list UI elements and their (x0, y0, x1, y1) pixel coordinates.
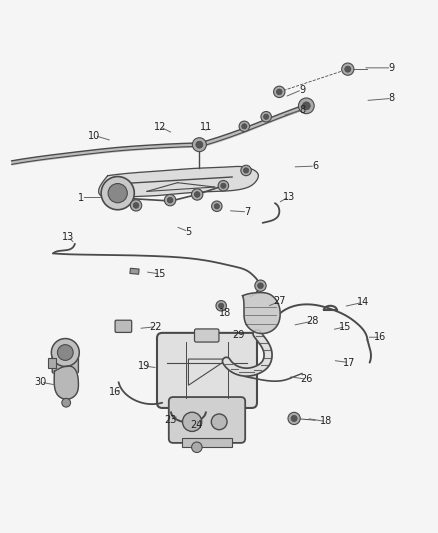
Text: 15: 15 (154, 269, 166, 279)
Circle shape (274, 86, 285, 98)
Circle shape (218, 181, 229, 191)
Circle shape (212, 201, 222, 212)
Circle shape (191, 442, 202, 453)
Text: 5: 5 (185, 227, 191, 237)
FancyBboxPatch shape (52, 352, 78, 374)
Circle shape (219, 303, 224, 309)
Text: 6: 6 (312, 161, 318, 171)
Text: 23: 23 (164, 415, 176, 425)
Text: 8: 8 (389, 93, 395, 103)
Bar (130, 268, 139, 274)
Text: 14: 14 (357, 297, 369, 308)
Text: 13: 13 (283, 192, 295, 201)
Text: 15: 15 (339, 322, 352, 332)
Text: 1: 1 (78, 192, 85, 203)
Circle shape (51, 338, 79, 367)
Text: 12: 12 (154, 122, 166, 132)
Text: 9: 9 (299, 85, 305, 95)
Polygon shape (54, 366, 78, 399)
Circle shape (108, 183, 127, 203)
Text: 30: 30 (35, 377, 47, 387)
Circle shape (192, 138, 206, 152)
Circle shape (261, 111, 272, 122)
Polygon shape (243, 293, 280, 334)
Text: 13: 13 (62, 232, 74, 242)
Bar (182, 438, 232, 447)
Circle shape (62, 398, 71, 407)
Circle shape (342, 63, 354, 75)
FancyBboxPatch shape (115, 320, 132, 333)
FancyBboxPatch shape (169, 397, 245, 443)
Circle shape (101, 176, 134, 210)
Text: 10: 10 (88, 131, 101, 141)
Circle shape (221, 183, 226, 188)
Circle shape (133, 203, 139, 208)
Circle shape (255, 280, 266, 292)
Text: 8: 8 (299, 105, 305, 115)
Circle shape (302, 102, 310, 110)
FancyBboxPatch shape (194, 329, 219, 342)
Circle shape (131, 200, 142, 211)
Circle shape (298, 98, 314, 114)
Circle shape (276, 89, 282, 95)
Circle shape (288, 413, 300, 425)
Circle shape (57, 345, 73, 360)
Circle shape (211, 414, 227, 430)
Text: 19: 19 (138, 361, 150, 371)
Circle shape (345, 66, 351, 72)
Text: 24: 24 (190, 419, 202, 430)
Circle shape (214, 204, 219, 209)
Circle shape (194, 192, 200, 197)
Circle shape (244, 168, 249, 173)
Text: 27: 27 (273, 296, 286, 306)
Text: 9: 9 (389, 63, 395, 73)
Circle shape (242, 124, 247, 129)
Text: 29: 29 (233, 330, 245, 341)
Circle shape (183, 412, 202, 431)
Text: 26: 26 (300, 374, 312, 384)
Text: 17: 17 (343, 358, 355, 368)
Circle shape (291, 415, 297, 422)
Text: 16: 16 (374, 332, 387, 342)
Circle shape (239, 121, 250, 132)
Circle shape (164, 195, 176, 206)
Text: 16: 16 (109, 387, 121, 397)
Circle shape (167, 197, 173, 203)
Circle shape (241, 165, 251, 176)
Bar (48, 358, 56, 368)
Polygon shape (99, 166, 258, 199)
Text: 18: 18 (219, 308, 232, 318)
Circle shape (191, 189, 203, 200)
Text: 28: 28 (307, 316, 319, 326)
Text: 11: 11 (200, 122, 212, 132)
FancyBboxPatch shape (157, 333, 257, 408)
Text: 7: 7 (244, 207, 251, 217)
Text: 18: 18 (320, 416, 332, 426)
Circle shape (258, 283, 263, 288)
Circle shape (216, 301, 226, 311)
Text: 22: 22 (149, 322, 162, 332)
Circle shape (264, 114, 269, 119)
Circle shape (196, 141, 203, 148)
